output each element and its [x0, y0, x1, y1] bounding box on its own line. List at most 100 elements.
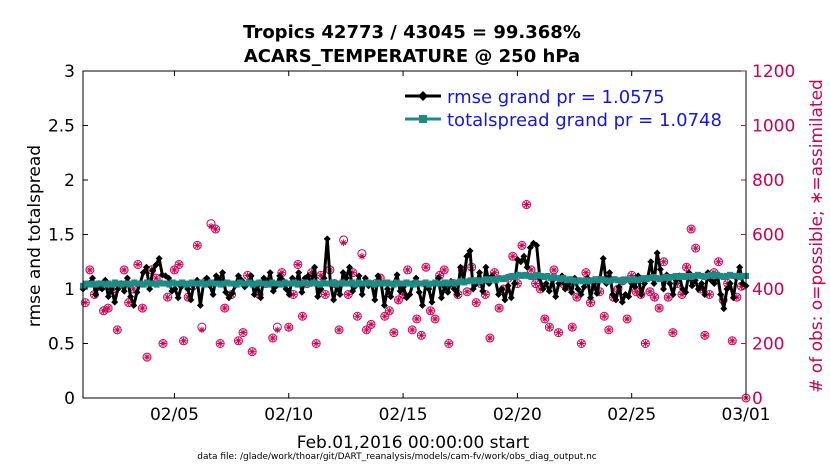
spread-point [656, 276, 663, 283]
obs-possible-marker [311, 339, 321, 348]
rmse-point [482, 263, 490, 271]
rmse-point [650, 280, 658, 288]
asterisk-stroke [578, 340, 585, 347]
spread-point [115, 280, 122, 287]
asterisk-stroke [656, 305, 662, 311]
y-right-tick-label: 800 [752, 171, 784, 191]
y-left-tick-label: 2.5 [48, 117, 75, 137]
spread-point [701, 274, 708, 281]
asterisk-stroke [87, 267, 93, 273]
rmse-point [612, 296, 620, 304]
chart-subtitle: ACARS_TEMPERATURE @ 250 hPa [244, 46, 580, 67]
rmse-point [444, 288, 452, 296]
spread-point [467, 277, 474, 284]
obs-assimilated-marker [582, 269, 590, 276]
asterisk-stroke [404, 267, 411, 273]
spread-point [329, 279, 336, 286]
asterisk-stroke [126, 299, 132, 306]
spread-point [208, 279, 215, 286]
obs-assimilated-marker [523, 201, 530, 208]
spread-point [659, 275, 666, 282]
asterisk-stroke [693, 245, 699, 251]
y-left-tick-label: 1 [64, 280, 75, 300]
spread-point [121, 280, 128, 287]
obs-possible-marker [215, 339, 225, 348]
spread-point [86, 281, 93, 288]
obs-possible-marker [407, 325, 417, 335]
asterisk-stroke [482, 291, 489, 298]
spread-point [653, 275, 660, 282]
spread-point [406, 280, 413, 287]
asterisk-stroke [487, 335, 493, 341]
legend: rmse grand pr = 1.0575 totalspread grand… [405, 87, 722, 131]
obs-assimilated-marker [632, 288, 640, 296]
rmse-point [631, 283, 639, 291]
obs-assimilated-marker [395, 296, 402, 304]
obs-possible-marker [421, 262, 431, 272]
plot-area [79, 200, 751, 403]
rmse-point [247, 272, 255, 280]
rmse-point [450, 285, 458, 293]
obs-assimilated-marker [194, 242, 201, 249]
spread-point [374, 279, 381, 286]
spread-point [726, 271, 733, 278]
obs-assimilated-marker [239, 329, 247, 336]
asterisk-stroke [606, 327, 612, 333]
y-axis-right-label: # of obs: o=possible; ∗=assimilated [807, 79, 827, 393]
spread-point [384, 279, 391, 286]
rmse-point [456, 263, 464, 271]
obs-assimilated-marker [422, 263, 430, 271]
spread-point [131, 279, 138, 286]
obs-assimilated-marker [299, 312, 306, 320]
spread-point [201, 281, 208, 288]
obs-possible-marker [544, 322, 554, 332]
asterisk-stroke [139, 305, 146, 311]
rmse-point [599, 254, 607, 262]
rmse-point [130, 301, 138, 309]
obs-possible-marker [389, 328, 399, 338]
asterisk-stroke [160, 340, 166, 347]
obs-possible-marker [112, 325, 122, 335]
spread-point [448, 279, 455, 286]
rmse-point [466, 247, 474, 255]
rmse-point [526, 244, 534, 252]
spread-point [352, 281, 359, 288]
asterisk-stroke [340, 240, 347, 246]
obs-possible-marker [517, 240, 527, 250]
rmse-point [228, 289, 236, 297]
rmse-point [133, 288, 141, 296]
asterisk-stroke [345, 291, 351, 298]
obs-possible-marker [320, 289, 330, 299]
spread-point [710, 272, 717, 279]
asterisk-stroke [222, 305, 228, 311]
spread-point [602, 277, 609, 284]
obs-possible-marker [334, 325, 344, 335]
totalspread-series [80, 271, 749, 289]
obs-possible-marker [119, 265, 129, 275]
rmse-point [479, 287, 487, 295]
spread-point [278, 281, 285, 288]
spread-point [605, 278, 612, 285]
obs-assimilated-marker [290, 291, 297, 298]
asterisk-stroke [318, 272, 324, 279]
spread-point [560, 275, 567, 282]
spread-point [650, 274, 657, 281]
rmse-point [139, 269, 147, 277]
y-right-tick-label: 600 [752, 226, 784, 246]
x-tick-label: 02/25 [607, 405, 656, 425]
asterisk-stroke [441, 267, 447, 273]
spread-point [320, 279, 327, 286]
spread-point [691, 272, 698, 279]
obs-assimilated-marker [143, 353, 151, 361]
obs-assimilated-marker [120, 266, 128, 274]
asterisk-stroke [414, 316, 420, 322]
rmse-point [507, 294, 515, 302]
rmse-point [726, 280, 734, 288]
obs-assimilated-marker [646, 288, 654, 296]
obs-assimilated-marker [113, 326, 121, 334]
rmse-point [123, 274, 131, 282]
obs-possible-marker [384, 306, 394, 316]
obs-possible-marker [85, 265, 95, 275]
asterisk-stroke [423, 264, 429, 270]
rmse-series [79, 235, 750, 313]
